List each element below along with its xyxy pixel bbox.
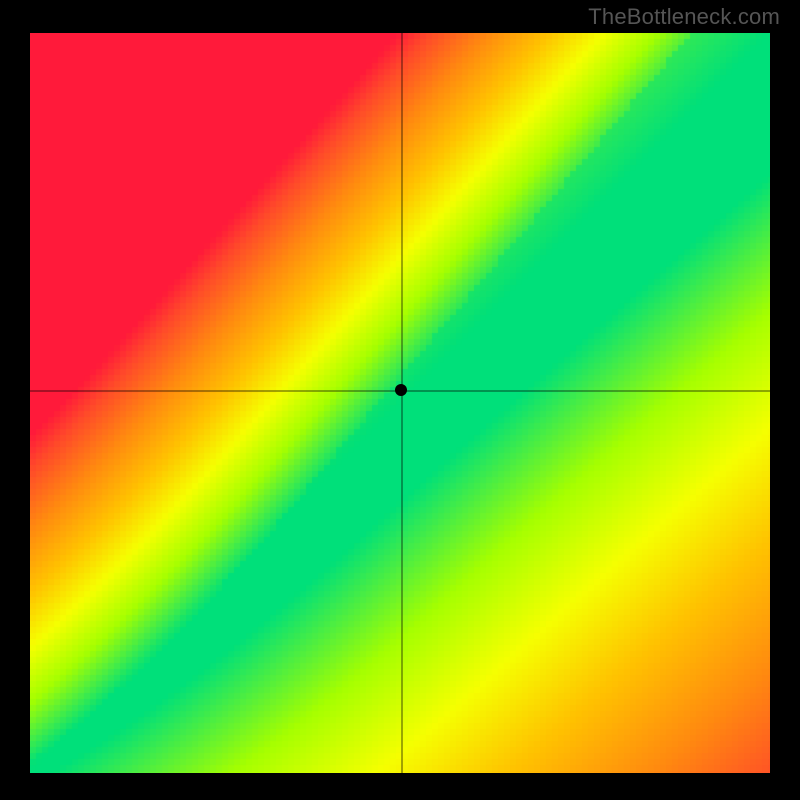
chart-frame: TheBottleneck.com <box>0 0 800 800</box>
attribution-text: TheBottleneck.com <box>588 4 780 30</box>
heatmap-plot <box>30 33 770 773</box>
marker-dot <box>395 384 407 396</box>
heatmap-canvas <box>30 33 770 773</box>
crosshair-vertical <box>401 33 403 773</box>
